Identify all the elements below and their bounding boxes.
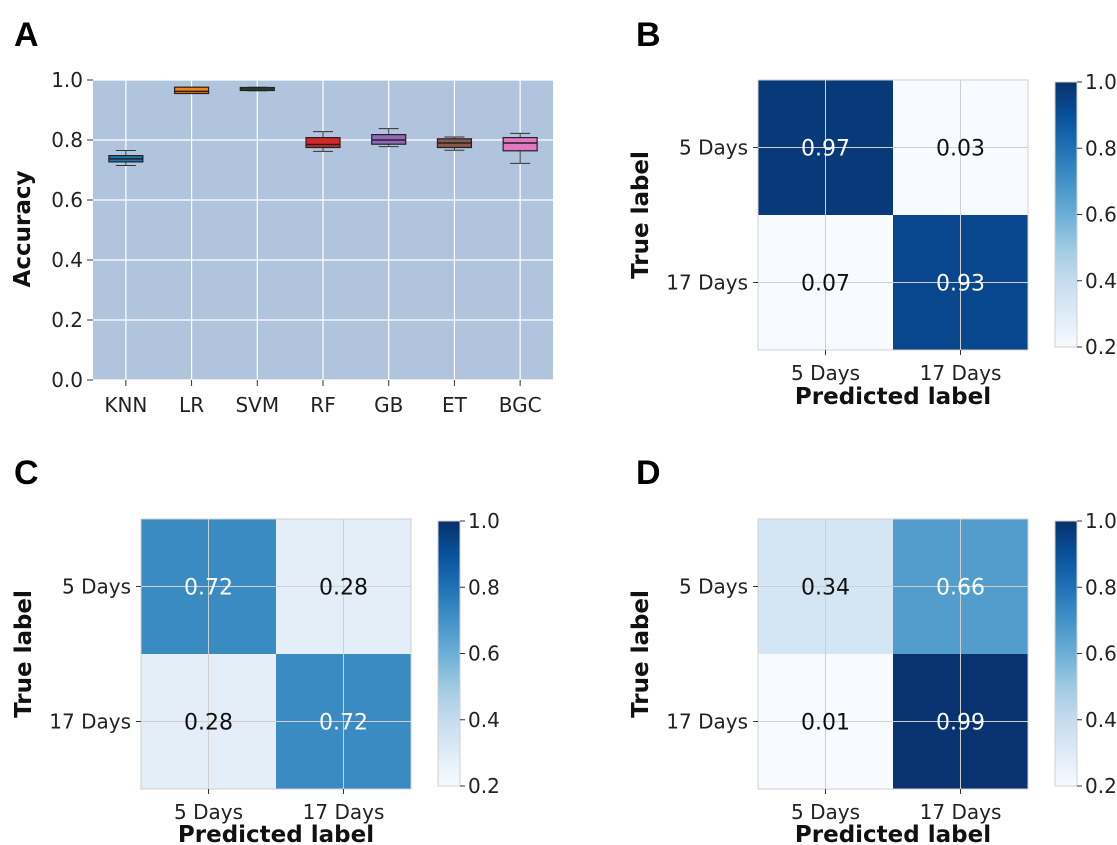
colorbar-tick-label: 0.6: [1085, 642, 1117, 666]
x-tick-label: 17 Days: [303, 800, 385, 824]
panel-letter-c: C: [14, 454, 39, 492]
box-body: [502, 137, 538, 152]
y-tick-label: 17 Days: [666, 271, 748, 295]
cell-value-label: 0.34: [801, 576, 850, 601]
y-axis-title-accuracy: Accuracy: [10, 171, 36, 288]
colorbar-tick-label: 1.0: [1085, 509, 1117, 533]
matrix-frame: [140, 518, 412, 790]
x-tick-label: 17 Days: [920, 800, 1002, 824]
box-bgc: [502, 132, 538, 164]
y-tick-label: 17 Days: [666, 710, 748, 734]
cell-value-label: 0.99: [936, 711, 985, 736]
cell-value-label: 0.03: [936, 137, 985, 162]
y-tick-label: 0.0: [51, 368, 83, 392]
y-axis-title-true: True label: [628, 590, 654, 718]
y-tick-label: 1.0: [51, 68, 83, 92]
box-gb: [371, 128, 407, 148]
panel-letter-b: B: [636, 16, 661, 54]
y-tick-label: 5 Days: [62, 575, 131, 599]
cell-value-label: 0.28: [184, 711, 233, 736]
colorbar-tick-label: 0.8: [1085, 136, 1117, 160]
colorbar-tick-label: 0.2: [468, 774, 500, 798]
colorbar-tick-label: 0.8: [1085, 575, 1117, 599]
box-et: [436, 136, 473, 151]
colorbar: [1054, 520, 1078, 787]
cell-value-label: 0.66: [936, 576, 985, 601]
y-axis-title-true: True label: [628, 151, 654, 279]
cell-value-label: 0.28: [319, 576, 368, 601]
colorbar: [437, 520, 461, 787]
x-tick-label: 5 Days: [791, 361, 860, 385]
y-tick-label: 0.8: [51, 128, 83, 152]
box-body: [173, 86, 210, 95]
x-tick-label: 17 Days: [920, 361, 1002, 385]
x-axis-title-predicted: Predicted label: [795, 384, 991, 410]
x-tick-label: 5 Days: [791, 800, 860, 824]
colorbar-tick-label: 0.2: [1085, 335, 1117, 359]
colorbar-tick-label: 0.6: [1085, 203, 1117, 227]
x-axis-title-predicted: Predicted label: [795, 822, 991, 845]
y-tick-label: 5 Days: [679, 575, 748, 599]
box-knn: [108, 150, 144, 166]
panel-letter-d: D: [636, 454, 661, 492]
colorbar-tick-label: 0.4: [468, 708, 500, 732]
colorbar-tick-label: 0.6: [468, 642, 500, 666]
x-tick-label: ET: [442, 393, 468, 417]
colorbar-tick-label: 0.8: [468, 575, 500, 599]
x-axis-title-predicted: Predicted label: [178, 822, 374, 845]
colorbar: [1054, 81, 1078, 348]
box-body: [305, 137, 341, 149]
cell-value-label: 0.97: [801, 137, 850, 162]
matrix-frame: [757, 79, 1029, 351]
x-tick-label: BGC: [499, 393, 542, 417]
y-tick-label: 17 Days: [49, 710, 131, 734]
colorbar-tick-label: 1.0: [468, 509, 500, 533]
y-axis-title-true: True label: [11, 590, 37, 718]
y-tick-label: 0.6: [51, 188, 83, 212]
cell-value-label: 0.07: [801, 272, 850, 297]
box-lr: [173, 86, 210, 95]
x-tick-label: RF: [310, 393, 335, 417]
confusion-matrix-b: 0.97 0.03 0.07 0.93 5 Days 17 Days 5 Days 17 Da…: [628, 70, 1117, 410]
y-tick-label: 5 Days: [679, 136, 748, 160]
cell-value-label: 0.72: [184, 576, 233, 601]
x-tick-label: KNN: [104, 393, 147, 417]
y-tick-label: 0.4: [51, 248, 83, 272]
colorbar-tick-label: 0.2: [1085, 774, 1117, 798]
x-tick-label: SVM: [235, 393, 279, 417]
box-svm: [239, 86, 275, 92]
matrix-frame: [757, 518, 1029, 790]
confusion-matrix-d: 0.34 0.66 0.01 0.99 5 Days 17 Days 5 Days 17 Da…: [628, 509, 1117, 845]
cell-value-label: 0.93: [936, 272, 985, 297]
colorbar-tick-label: 1.0: [1085, 70, 1117, 94]
y-tick-label: 0.2: [51, 308, 83, 332]
colorbar-tick-label: 0.4: [1085, 708, 1117, 732]
x-tick-label: GB: [374, 393, 403, 417]
confusion-matrix-c: 0.72 0.28 0.28 0.72 5 Days 17 Days 5 Days 17 Da…: [11, 509, 500, 845]
x-tick-label: 5 Days: [174, 800, 243, 824]
cell-value-label: 0.72: [319, 711, 368, 736]
cell-value-label: 0.01: [801, 711, 850, 736]
colorbar-tick-label: 0.4: [1085, 269, 1117, 293]
panel-letter-a: A: [14, 16, 39, 54]
x-tick-label: LR: [179, 393, 204, 417]
box-rf: [305, 131, 341, 152]
accuracy-boxplot: 0.0 0.2 0.4 0.6 0.8 1.0 KNN LR SVM RF GB ET BGC Accu…: [10, 68, 553, 417]
